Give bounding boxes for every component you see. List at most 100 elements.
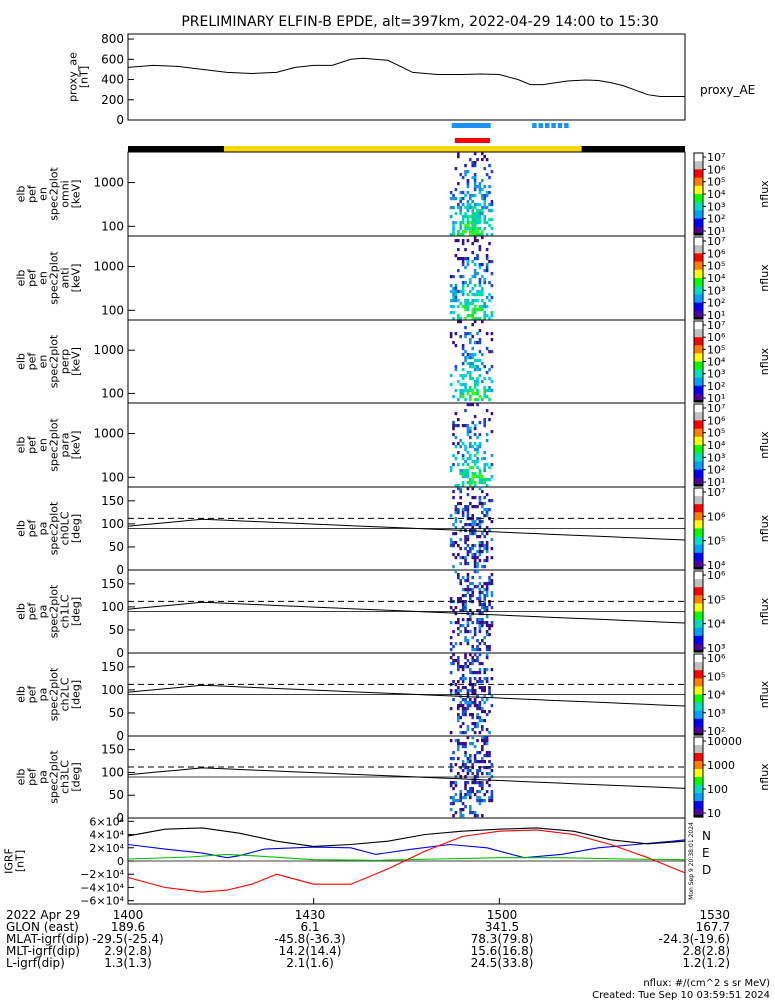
spec-pixel xyxy=(483,278,487,282)
colorbar-tick-label: 10² xyxy=(707,213,725,226)
spec-pixel xyxy=(476,769,479,773)
colorbar-cell xyxy=(694,504,703,507)
spec-pixel xyxy=(478,662,482,666)
spec-pixel xyxy=(483,466,487,470)
spec-pixel xyxy=(459,209,463,213)
spec-pixel xyxy=(481,680,484,684)
spec-pixel xyxy=(471,481,475,485)
spec-pixel xyxy=(466,284,470,288)
ephem-value: 2.8(2.8) xyxy=(682,944,730,958)
colorbar-cell xyxy=(694,516,703,519)
ephem-value: -45.8(-36.3) xyxy=(274,932,345,946)
spec-pixel xyxy=(466,621,470,625)
colorbar-cell xyxy=(694,797,703,800)
spec-pixel xyxy=(476,185,479,189)
spec-pixel xyxy=(459,811,463,815)
spec-pixel xyxy=(469,230,472,234)
spec-pixel xyxy=(452,645,455,649)
spec-pixel xyxy=(483,689,487,693)
spec-pixel xyxy=(478,496,482,500)
colorbar-cell xyxy=(694,494,703,497)
spec-pixel xyxy=(461,191,465,195)
spec-pixel xyxy=(478,627,482,631)
spec-pixel xyxy=(469,454,472,458)
spec-pixel xyxy=(483,194,487,198)
colorbar-cell xyxy=(694,453,703,456)
colorbar-cell xyxy=(694,538,703,542)
spec-pixel xyxy=(473,365,477,369)
spec-pixel xyxy=(471,736,475,740)
spec-pixel xyxy=(457,463,460,467)
spec-pixel xyxy=(469,757,472,761)
pa-ytick-label: 50 xyxy=(109,788,124,802)
spec-pixel xyxy=(449,275,453,279)
colorbar-cell xyxy=(694,436,703,440)
spec-pixel xyxy=(483,197,487,201)
colorbar-cell xyxy=(694,585,703,588)
spec-pixel xyxy=(452,541,455,545)
spec-pixel xyxy=(469,754,472,758)
colorbar-cell xyxy=(694,251,703,254)
colorbar-cell xyxy=(694,575,703,578)
spec-pixel xyxy=(481,745,484,749)
spec-pixel xyxy=(452,206,455,210)
spec-pixel xyxy=(483,395,487,399)
collection-bar xyxy=(454,138,491,143)
colorbar-cell xyxy=(694,737,703,740)
colorbar-cell xyxy=(694,708,703,712)
spec-pixel xyxy=(454,692,458,696)
spec-pixel xyxy=(454,167,458,171)
colorbar-cell xyxy=(694,333,703,336)
spec-pixel xyxy=(476,659,479,663)
igrf-legend-d: D xyxy=(702,863,711,877)
spec-pixel xyxy=(459,335,463,339)
spec-pixel xyxy=(488,710,491,714)
spec-pixel xyxy=(478,263,482,267)
ephem-value: 2.9(2.8) xyxy=(104,944,152,958)
colorbar-cell xyxy=(694,773,703,776)
ae-ytick-label: 800 xyxy=(101,32,124,46)
spec-pixel xyxy=(459,320,463,324)
spec-pixel xyxy=(466,260,470,264)
spec-pixel xyxy=(461,808,465,812)
spec-pixel xyxy=(488,529,491,533)
spec-pixel xyxy=(473,704,477,708)
ylabel-line: elb xyxy=(15,270,28,287)
colorbar-cell xyxy=(694,656,703,659)
spec-pixel xyxy=(478,784,482,788)
spec-pixel xyxy=(459,395,463,399)
spec-pixel xyxy=(485,206,489,210)
igrf-ytick-label: −6×10⁴ xyxy=(80,895,124,908)
spec-pixel xyxy=(464,173,467,177)
spec-pixel xyxy=(469,796,472,800)
spec-pixel xyxy=(478,550,482,554)
spec-pixel xyxy=(481,362,484,366)
spec-pixel xyxy=(483,269,487,273)
colorbar-cell xyxy=(694,345,703,348)
colorbar-tick-label: 10³ xyxy=(707,642,725,655)
spec-pixel xyxy=(473,781,477,785)
spec-pixel xyxy=(454,445,458,449)
spec-pixel xyxy=(476,562,479,566)
colorbar-cell xyxy=(694,631,703,635)
spec-pixel xyxy=(483,463,487,467)
ylabel-line: [keV] xyxy=(70,347,83,376)
spec-pixel xyxy=(471,176,475,180)
energy-ytick-label: 1000 xyxy=(93,260,124,274)
spec-pixel xyxy=(471,224,475,228)
spec-pixel xyxy=(457,742,460,746)
spec-pixel xyxy=(485,713,489,717)
spec-pixel xyxy=(478,359,482,363)
colorbar-cell xyxy=(694,500,703,503)
spec-pixel xyxy=(452,796,455,800)
colorbar-cell xyxy=(694,155,703,158)
spec-pixel xyxy=(476,317,479,321)
spec-pixel xyxy=(449,469,453,473)
colorbar-label: nflux xyxy=(758,680,771,708)
spec-pixel xyxy=(469,594,472,598)
spec-pixel xyxy=(483,311,487,315)
spec-pixel xyxy=(454,254,458,258)
colorbar-cell xyxy=(694,617,703,621)
colorbar-tick-label: 10⁵ xyxy=(707,260,725,273)
